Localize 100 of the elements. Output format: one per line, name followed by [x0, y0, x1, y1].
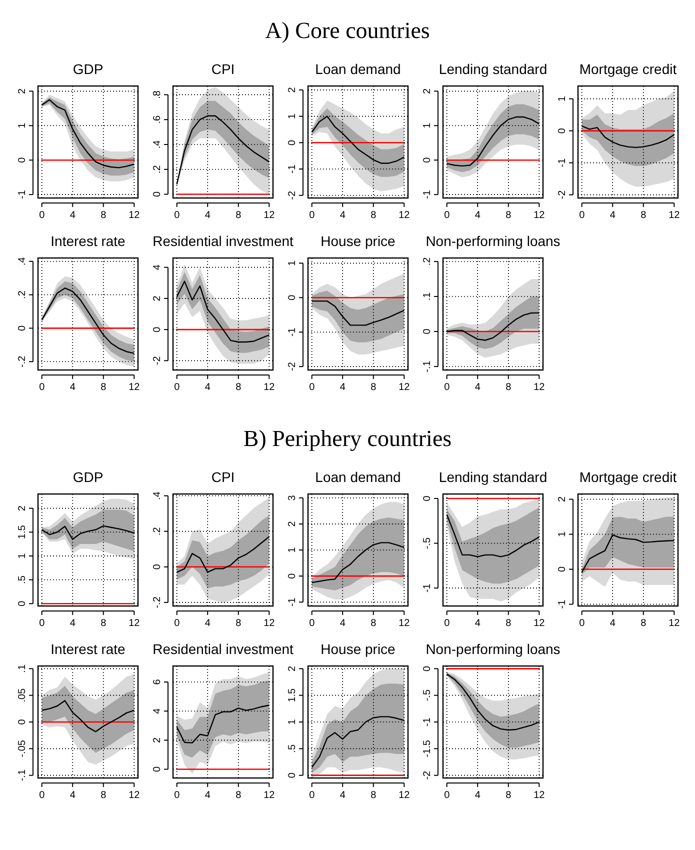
chart-title: House price [320, 641, 396, 657]
y-tick-label: 1 [287, 260, 298, 266]
x-tick-label: 4 [610, 618, 616, 629]
x-tick-label: 4 [340, 790, 346, 801]
x-tick-label: 0 [174, 210, 180, 221]
x-tick-label: 8 [236, 210, 242, 221]
chart-title: Mortgage credit [579, 61, 677, 77]
chart-title: CPI [211, 469, 235, 485]
y-tick-label: -1.5 [422, 740, 433, 758]
x-tick-label: 8 [640, 210, 647, 221]
x-tick-label: 0 [309, 210, 316, 221]
chart-title: Residential investment [152, 641, 294, 657]
chart-title: Residential investment [152, 233, 294, 249]
y-tick-label: .4 [152, 140, 163, 149]
x-tick-label: 8 [506, 210, 512, 221]
y-tick-label: 1 [422, 122, 433, 128]
x-tick-label: 12 [534, 618, 546, 629]
y-tick-label: 0 [17, 324, 28, 331]
y-tick-label: -2 [557, 190, 568, 200]
x-tick-label: 4 [610, 210, 616, 221]
chart-title: Non-performing loans [426, 641, 560, 657]
x-tick-label: 0 [174, 382, 180, 393]
x-tick-label: 8 [100, 210, 107, 221]
y-tick-label: 0 [422, 665, 433, 672]
x-tick-label: 12 [534, 790, 546, 801]
y-tick-label: -2 [287, 190, 298, 200]
y-tick-label: .4 [152, 491, 163, 500]
chart-title: Lending standard [438, 469, 548, 485]
y-tick-label: 1 [17, 122, 28, 128]
x-tick-label: 4 [474, 618, 481, 629]
y-tick-label: -.1 [17, 769, 28, 782]
y-tick-label: 1 [17, 552, 28, 559]
text: A) Core countries [265, 18, 430, 43]
x-tick-label: 4 [204, 618, 211, 629]
x-tick-label: 0 [579, 210, 586, 221]
y-tick-label: -1 [422, 717, 433, 726]
y-tick-label: 2 [287, 665, 298, 672]
y-tick-label: 2 [17, 88, 28, 94]
x-tick-label: 8 [236, 790, 242, 801]
x-tick-label: 12 [398, 618, 410, 629]
y-tick-label: .2 [152, 164, 163, 174]
x-tick-label: 4 [474, 210, 481, 221]
chart-title: Mortgage credit [579, 469, 677, 485]
x-tick-label: 12 [128, 382, 140, 393]
y-tick-label: -1 [287, 597, 298, 607]
y-tick-label: 1 [557, 531, 568, 538]
y-tick-label: -.5 [422, 689, 433, 702]
x-tick-label: 8 [506, 382, 512, 393]
y-tick-label: 0 [287, 139, 298, 146]
x-tick-label: 0 [309, 790, 316, 801]
x-tick-label: 12 [264, 790, 276, 801]
x-tick-label: 0 [174, 618, 180, 629]
y-tick-label: 2 [17, 505, 28, 512]
y-tick-label: .8 [152, 90, 163, 99]
y-tick-label: 0 [557, 566, 568, 572]
y-tick-label: -1 [422, 190, 433, 200]
x-tick-label: 0 [309, 382, 316, 393]
y-tick-label: -1 [17, 190, 28, 200]
chart-title: Interest rate [50, 641, 126, 657]
y-tick-label: 1 [287, 718, 298, 725]
y-tick-label: .1 [17, 664, 28, 673]
y-tick-label: .6 [152, 114, 163, 124]
x-tick-label: 0 [579, 618, 586, 629]
y-tick-label: 4 [152, 264, 163, 270]
x-tick-label: 0 [39, 618, 46, 629]
x-tick-label: 8 [640, 618, 647, 629]
y-tick-label: 2 [152, 736, 163, 743]
y-tick-label: .5 [287, 744, 298, 753]
y-tick-label: 2 [557, 496, 568, 502]
y-tick-label: 3 [287, 494, 298, 501]
x-tick-label: 4 [70, 210, 76, 221]
y-tick-label: 1 [287, 113, 298, 120]
y-tick-label: .2 [422, 256, 433, 266]
x-tick-label: 12 [534, 210, 546, 221]
x-tick-label: 8 [506, 618, 512, 629]
y-tick-label: -1 [557, 599, 568, 609]
x-tick-label: 4 [340, 210, 346, 221]
y-tick-label: 0 [17, 156, 28, 163]
x-tick-label: 12 [668, 210, 680, 221]
y-tick-label: 0 [422, 328, 433, 334]
x-tick-label: 8 [100, 618, 107, 629]
y-tick-label: 6 [152, 678, 163, 685]
y-tick-label: 2 [152, 295, 163, 302]
x-tick-label: 4 [340, 618, 346, 629]
x-tick-label: 12 [264, 382, 276, 393]
y-tick-label: -1 [287, 164, 298, 174]
x-tick-label: 0 [39, 382, 46, 393]
y-tick-label: .1 [422, 292, 433, 301]
y-tick-label: 0 [17, 718, 28, 725]
y-tick-label: -1 [557, 158, 568, 168]
x-tick-label: 12 [398, 382, 410, 393]
y-tick-label: .4 [17, 256, 28, 266]
chart-title: Loan demand [315, 469, 401, 485]
y-tick-label: -1 [287, 327, 298, 337]
y-tick-label: -2 [152, 356, 163, 366]
chart-title: CPI [211, 61, 235, 77]
x-tick-label: 8 [100, 790, 107, 801]
x-tick-label: 12 [264, 210, 276, 221]
y-tick-label: 2 [287, 520, 298, 527]
x-tick-label: 12 [128, 618, 140, 629]
